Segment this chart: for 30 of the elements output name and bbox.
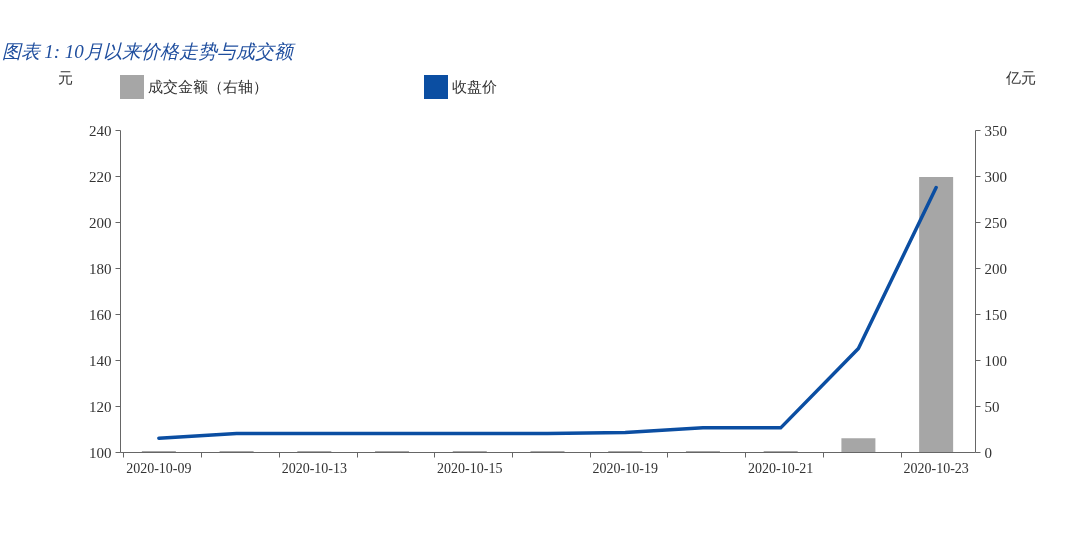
- y-tick-label: 140: [89, 352, 112, 369]
- x-tick-label: 2020-10-23: [903, 460, 969, 476]
- y2-axis-title: 亿元: [1004, 69, 1036, 86]
- chart-title: 图表 1: 10月以来价格走势与成交额: [1, 41, 296, 62]
- y-tick-label: 120: [89, 398, 112, 415]
- legend-label: 收盘价: [452, 79, 497, 95]
- line-series: [157, 185, 938, 440]
- y2-tick-label: 250: [984, 214, 1007, 231]
- y2-tick-label: 100: [984, 352, 1007, 369]
- y2-tick-label: 300: [984, 168, 1007, 185]
- y-tick-label: 200: [89, 214, 112, 231]
- x-tick-label: 2020-10-21: [748, 460, 814, 476]
- x-tick-label: 2020-10-09: [126, 460, 192, 476]
- y2-tick-label: 50: [984, 398, 1000, 415]
- y-tick-label: 220: [89, 168, 112, 185]
- y-tick-label: 100: [89, 444, 112, 461]
- y-tick-label: 160: [89, 306, 112, 323]
- y-axis-title: 元: [58, 69, 73, 86]
- x-tick-label: 2020-10-19: [592, 460, 658, 476]
- y-tick-label: 240: [89, 122, 112, 139]
- legend-label: 成交金额（右轴）: [148, 79, 268, 95]
- x-tick-label: 2020-10-13: [281, 460, 347, 476]
- y2-tick-label: 150: [984, 306, 1007, 323]
- y2-tick-label: 200: [984, 260, 1007, 277]
- y2-tick-label: 350: [984, 122, 1007, 139]
- bar: [919, 176, 954, 452]
- y2-tick-label: 0: [984, 444, 992, 461]
- bar: [841, 438, 876, 452]
- x-tick-label: 2020-10-15: [437, 460, 503, 476]
- y-tick-label: 180: [89, 260, 112, 277]
